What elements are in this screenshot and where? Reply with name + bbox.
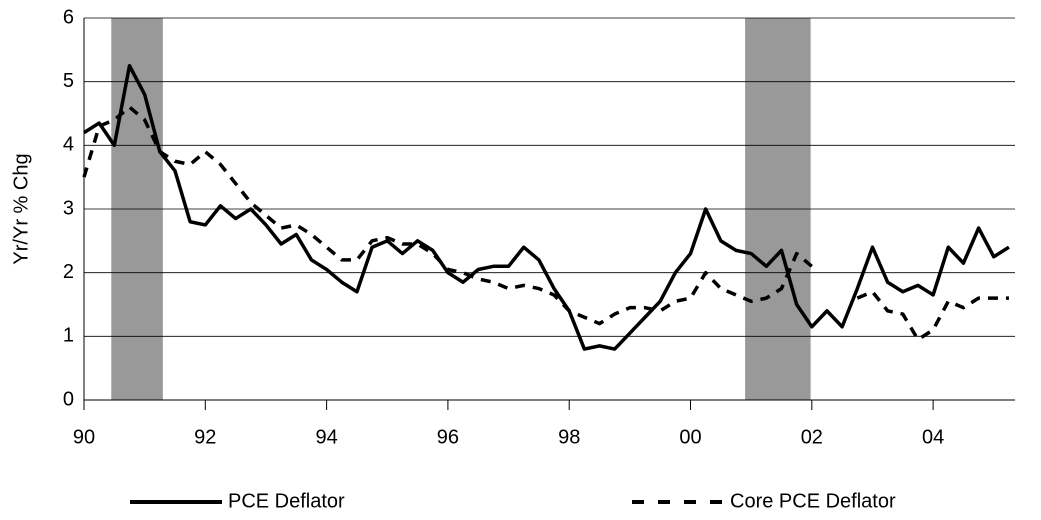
y-tick-label: 5 (63, 70, 74, 92)
legend-label: Core PCE Deflator (730, 490, 896, 512)
y-tick-label: 3 (63, 197, 74, 219)
y-tick-label: 6 (63, 6, 74, 28)
y-axis-label: Yr/Yr % Chg (10, 153, 32, 264)
series-line (82, 105, 1009, 342)
series-line (83, 64, 1010, 351)
x-tick-label: 94 (315, 426, 337, 448)
y-tick-label: 4 (63, 134, 74, 156)
y-tick-label: 1 (63, 325, 74, 347)
x-tick-label: 00 (679, 426, 701, 448)
x-tick-label: 04 (922, 426, 944, 448)
y-tick-label: 0 (63, 388, 74, 410)
x-tick-label: 96 (437, 426, 459, 448)
x-tick-label: 02 (801, 426, 823, 448)
x-tick-label: 92 (194, 426, 216, 448)
x-tick-label: 90 (73, 426, 95, 448)
x-tick-label: 98 (558, 426, 580, 448)
legend-label: PCE Deflator (228, 490, 345, 512)
y-tick-label: 2 (63, 261, 74, 283)
